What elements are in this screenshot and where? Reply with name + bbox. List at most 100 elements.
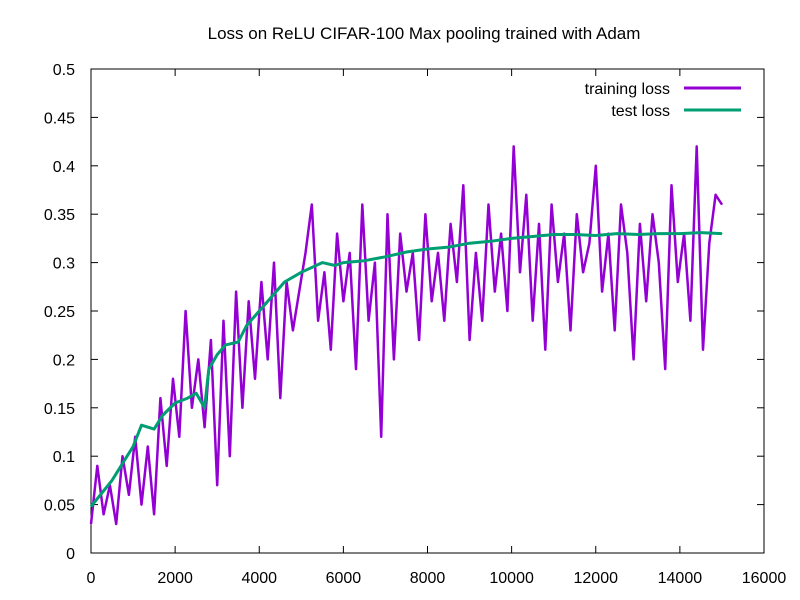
data-point-training-loss	[696, 145, 698, 147]
data-point-training-loss	[393, 358, 395, 360]
data-point-training-loss	[532, 320, 534, 322]
data-point-test-loss	[246, 324, 248, 327]
data-point-test-loss	[511, 237, 513, 239]
data-point-training-loss	[197, 358, 199, 360]
data-point-test-loss	[140, 424, 143, 426]
data-point-training-loss	[487, 203, 490, 206]
data-point-test-loss	[90, 505, 92, 508]
data-point-training-loss	[475, 252, 477, 254]
data-point-training-loss	[670, 184, 673, 186]
data-point-training-loss	[437, 252, 439, 254]
y-tick-label: 0.25	[44, 304, 75, 321]
data-point-training-loss	[368, 320, 370, 322]
data-point-training-loss	[450, 223, 452, 225]
data-point-training-loss	[582, 271, 584, 273]
data-point-training-loss	[500, 233, 502, 235]
data-point-training-loss	[273, 262, 275, 264]
data-point-training-loss	[374, 262, 376, 264]
y-tick-label: 0.05	[44, 498, 75, 515]
axis-ticks: 0 2000 4000 6000 8000 10000 12000 14000 16000 0 0.…	[44, 62, 786, 587]
data-point-training-loss	[216, 484, 218, 486]
data-point-test-loss	[195, 392, 197, 394]
data-point-training-loss	[708, 242, 710, 244]
data-point-training-loss	[658, 262, 660, 264]
data-point-test-loss	[111, 479, 113, 481]
data-point-training-loss	[103, 513, 105, 515]
data-point-training-loss	[456, 281, 458, 283]
legend-label: training loss	[585, 81, 670, 98]
data-point-test-loss	[187, 397, 189, 399]
data-point-test-loss	[490, 240, 492, 242]
x-tick-label: 8000	[410, 570, 446, 587]
data-point-training-loss	[386, 213, 389, 215]
data-point-test-loss	[174, 402, 176, 404]
y-tick-label: 0.35	[44, 207, 75, 224]
x-tick-label: 12000	[574, 570, 619, 587]
data-point-test-loss	[334, 264, 336, 267]
series-line-test-loss	[89, 231, 722, 508]
data-point-training-loss	[140, 504, 143, 506]
data-point-training-loss	[481, 320, 483, 322]
data-point-training-loss	[715, 194, 717, 196]
data-point-training-loss	[601, 291, 603, 293]
data-point-training-loss	[544, 349, 546, 351]
data-point-training-loss	[494, 291, 496, 293]
data-point-test-loss	[321, 262, 323, 264]
data-point-training-loss	[513, 145, 515, 147]
data-point-test-loss	[616, 233, 618, 235]
data-point-test-loss	[283, 281, 286, 283]
data-point-test-loss	[237, 341, 239, 343]
data-point-training-loss	[633, 358, 635, 360]
data-point-training-loss	[651, 213, 654, 215]
data-point-training-loss	[551, 203, 553, 206]
data-point-test-loss	[216, 354, 218, 356]
data-point-training-loss	[525, 194, 527, 196]
data-point-training-loss	[645, 300, 647, 302]
x-tick-label: 14000	[658, 570, 703, 587]
data-point-test-loss	[161, 414, 164, 417]
data-point-training-loss	[342, 300, 344, 302]
legend-label: test loss	[611, 103, 670, 120]
data-point-training-loss	[538, 223, 540, 225]
data-point-test-loss	[153, 428, 155, 430]
x-tick-label: 10000	[489, 570, 534, 587]
data-point-training-loss	[248, 300, 250, 302]
data-point-test-loss	[208, 368, 210, 370]
data-point-test-loss	[721, 233, 723, 235]
data-point-test-loss	[700, 232, 702, 234]
y-tick-label: 0.2	[53, 352, 75, 369]
data-point-training-loss	[128, 494, 130, 496]
data-point-training-loss	[349, 252, 351, 254]
data-point-training-loss	[241, 407, 243, 409]
data-point-training-loss	[172, 378, 174, 380]
y-tick-label: 0.4	[53, 159, 75, 176]
data-point-test-loss	[447, 246, 450, 248]
data-point-training-loss	[260, 281, 262, 283]
data-point-training-loss	[689, 320, 692, 322]
data-point-test-loss	[426, 248, 429, 250]
data-point-training-loss	[298, 291, 300, 293]
data-point-training-loss	[336, 233, 338, 235]
data-point-test-loss	[658, 233, 660, 235]
data-point-training-loss	[664, 368, 666, 370]
x-tick-label: 16000	[742, 570, 787, 587]
data-point-training-loss	[418, 339, 420, 341]
data-point-training-loss	[153, 513, 155, 515]
data-point-test-loss	[553, 233, 555, 236]
data-point-test-loss	[300, 271, 302, 273]
y-tick-label: 0	[66, 546, 75, 563]
data-point-training-loss	[519, 271, 521, 273]
data-point-training-loss	[204, 426, 206, 428]
series-layer	[89, 145, 723, 526]
data-point-training-loss	[159, 397, 161, 399]
data-point-test-loss	[405, 251, 408, 253]
data-point-training-loss	[380, 436, 382, 438]
data-point-test-loss	[342, 262, 344, 264]
data-point-training-loss	[185, 310, 187, 312]
data-point-training-loss	[405, 291, 408, 293]
x-tick-label: 4000	[241, 570, 277, 587]
data-point-training-loss	[304, 252, 307, 254]
data-point-training-loss	[323, 271, 325, 273]
data-point-training-loss	[147, 445, 149, 448]
